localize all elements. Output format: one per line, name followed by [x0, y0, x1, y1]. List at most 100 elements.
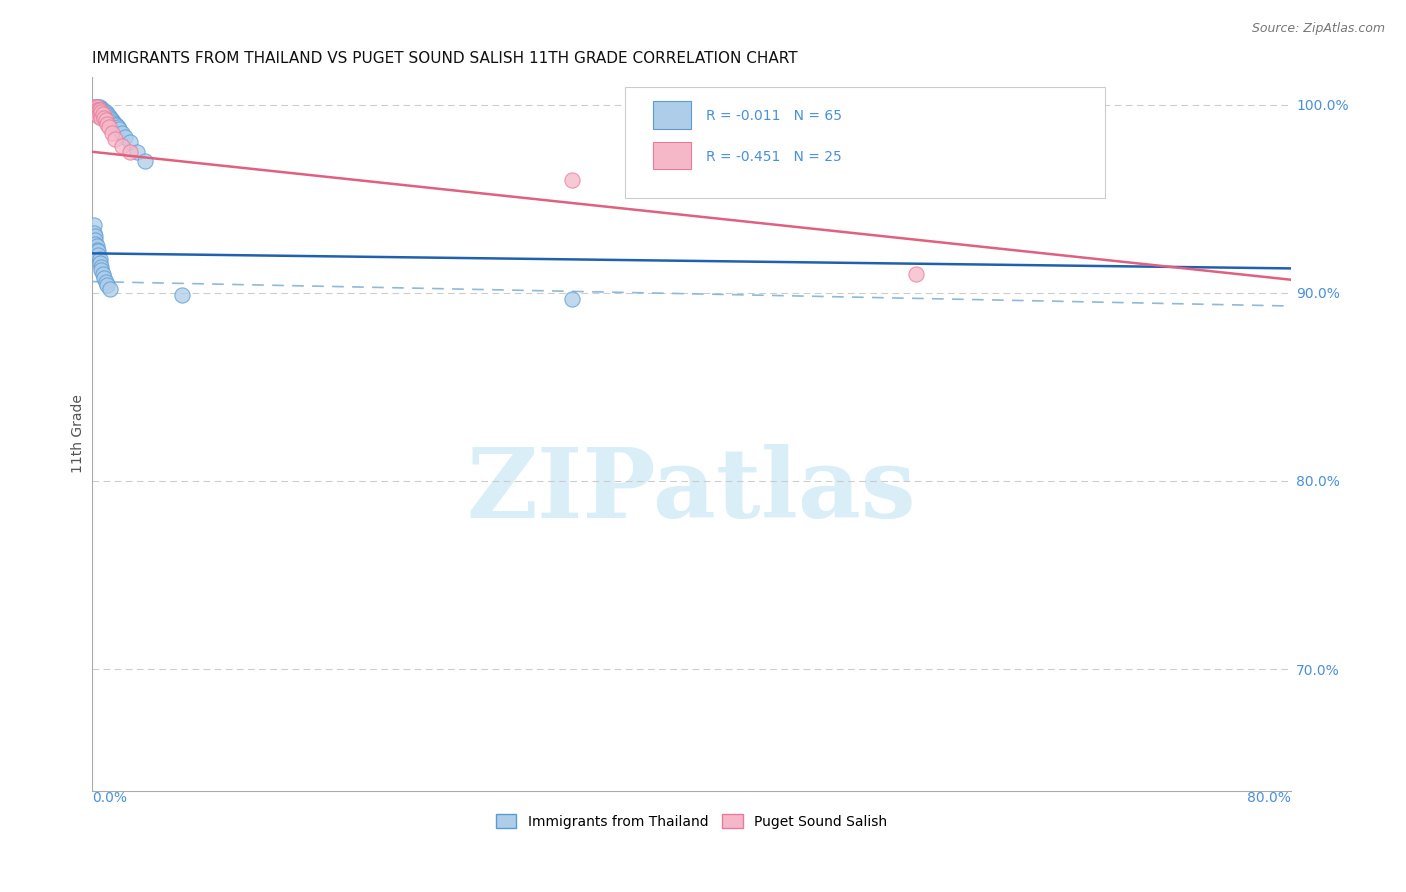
Point — [93, 109, 115, 123]
Point — [90, 109, 112, 123]
Point — [83, 103, 105, 118]
Point — [86, 243, 108, 257]
Point — [100, 112, 122, 127]
Point — [90, 105, 112, 120]
FancyBboxPatch shape — [652, 102, 692, 128]
Point — [91, 105, 114, 120]
Point — [90, 260, 112, 274]
Point — [90, 105, 112, 120]
Point — [87, 244, 110, 259]
Point — [96, 107, 118, 121]
Point — [111, 126, 134, 140]
Point — [86, 103, 108, 118]
Point — [94, 109, 117, 123]
Point — [89, 102, 111, 116]
Point — [83, 100, 105, 114]
Point — [89, 109, 111, 123]
Point — [87, 109, 110, 123]
Point — [86, 107, 108, 121]
Point — [108, 122, 131, 136]
Point — [118, 145, 141, 159]
Point — [86, 100, 108, 114]
Point — [89, 107, 111, 121]
Point — [91, 267, 114, 281]
Point — [86, 107, 108, 121]
Point — [93, 105, 115, 120]
Text: ZIPatlas: ZIPatlas — [467, 444, 917, 538]
Point — [94, 105, 117, 120]
Point — [89, 103, 111, 118]
Point — [83, 102, 105, 116]
Point — [89, 100, 111, 114]
Point — [90, 111, 112, 125]
Point — [86, 102, 108, 116]
Point — [89, 252, 111, 266]
Text: 0.0%: 0.0% — [93, 791, 127, 805]
Point — [87, 100, 110, 114]
Point — [107, 120, 129, 135]
Point — [89, 105, 111, 120]
Point — [86, 239, 108, 253]
Point — [97, 120, 120, 135]
Text: IMMIGRANTS FROM THAILAND VS PUGET SOUND SALISH 11TH GRADE CORRELATION CHART: IMMIGRANTS FROM THAILAND VS PUGET SOUND … — [93, 51, 797, 66]
Point — [93, 270, 115, 285]
Point — [87, 103, 110, 118]
Point — [94, 275, 117, 289]
Point — [561, 173, 583, 187]
Point — [96, 278, 118, 293]
Point — [83, 103, 105, 118]
Point — [87, 102, 110, 116]
Point — [84, 102, 107, 116]
Point — [83, 218, 105, 232]
Text: R = -0.451   N = 25: R = -0.451 N = 25 — [706, 150, 842, 163]
Point — [104, 117, 127, 131]
Point — [127, 145, 149, 159]
Point — [84, 236, 107, 251]
Point — [104, 131, 127, 145]
Point — [98, 282, 121, 296]
Point — [86, 105, 108, 120]
Point — [905, 267, 928, 281]
Point — [84, 100, 107, 114]
Point — [84, 105, 107, 120]
Point — [84, 229, 107, 244]
Point — [91, 109, 114, 123]
FancyBboxPatch shape — [652, 142, 692, 169]
Y-axis label: 11th Grade: 11th Grade — [72, 394, 86, 474]
Text: R = -0.011   N = 65: R = -0.011 N = 65 — [706, 109, 842, 123]
Point — [90, 263, 112, 277]
Point — [93, 111, 115, 125]
Point — [84, 233, 107, 247]
Point — [91, 107, 114, 121]
Point — [100, 126, 122, 140]
Point — [84, 103, 107, 118]
Point — [114, 129, 136, 144]
Point — [170, 287, 193, 301]
Point — [96, 111, 118, 125]
Point — [97, 109, 120, 123]
Point — [86, 100, 108, 114]
Text: 80.0%: 80.0% — [1247, 791, 1291, 805]
Point — [86, 103, 108, 118]
FancyBboxPatch shape — [626, 87, 1105, 198]
Point — [98, 111, 121, 125]
Point — [111, 139, 134, 153]
Legend: Immigrants from Thailand, Puget Sound Salish: Immigrants from Thailand, Puget Sound Sa… — [491, 808, 893, 834]
Point — [89, 256, 111, 270]
Point — [561, 292, 583, 306]
Point — [87, 248, 110, 262]
Point — [118, 136, 141, 150]
Point — [83, 226, 105, 240]
Point — [94, 112, 117, 127]
Point — [105, 119, 128, 133]
Point — [96, 117, 118, 131]
Point — [90, 102, 112, 116]
Point — [87, 107, 110, 121]
Point — [91, 103, 114, 118]
Point — [83, 105, 105, 120]
Point — [87, 105, 110, 120]
Point — [84, 105, 107, 120]
Point — [87, 103, 110, 118]
Point — [134, 154, 156, 169]
Point — [84, 102, 107, 116]
